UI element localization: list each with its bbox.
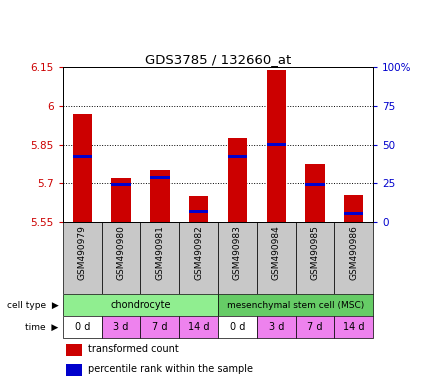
Text: 14 d: 14 d [343,322,365,332]
Bar [344,212,363,215]
Text: 3 d: 3 d [269,322,284,332]
Bar [73,114,92,222]
Bar [66,364,82,376]
Bar [266,143,286,146]
Bar [228,155,247,158]
FancyBboxPatch shape [63,316,102,338]
Text: GSM490979: GSM490979 [78,225,87,280]
Bar [111,183,131,186]
FancyBboxPatch shape [140,222,179,294]
FancyBboxPatch shape [102,316,140,338]
Text: 14 d: 14 d [188,322,210,332]
Text: GSM490984: GSM490984 [272,225,280,280]
FancyBboxPatch shape [179,316,218,338]
FancyBboxPatch shape [334,316,373,338]
Bar [111,178,131,222]
Bar [266,70,286,222]
Text: GSM490982: GSM490982 [194,225,203,280]
FancyBboxPatch shape [102,222,140,294]
Bar [344,195,363,222]
FancyBboxPatch shape [218,316,257,338]
Bar [305,164,325,222]
Text: mesenchymal stem cell (MSC): mesenchymal stem cell (MSC) [227,301,364,310]
FancyBboxPatch shape [295,222,334,294]
Text: cell type  ▶: cell type ▶ [7,301,59,310]
Text: GSM490983: GSM490983 [233,225,242,280]
Bar [73,155,92,158]
FancyBboxPatch shape [218,222,257,294]
Bar [189,210,208,213]
FancyBboxPatch shape [140,316,179,338]
Text: 3 d: 3 d [113,322,129,332]
Title: GDS3785 / 132660_at: GDS3785 / 132660_at [145,53,291,66]
FancyBboxPatch shape [218,294,373,316]
FancyBboxPatch shape [334,222,373,294]
Text: percentile rank within the sample: percentile rank within the sample [88,364,253,374]
Bar [189,196,208,222]
FancyBboxPatch shape [179,222,218,294]
Text: time  ▶: time ▶ [26,323,59,332]
Text: GSM490980: GSM490980 [116,225,125,280]
Bar [305,183,325,186]
Bar [150,175,170,179]
Text: chondrocyte: chondrocyte [110,300,171,310]
Bar [66,344,82,356]
FancyBboxPatch shape [257,316,295,338]
Text: 7 d: 7 d [307,322,323,332]
FancyBboxPatch shape [63,294,218,316]
Bar [150,170,170,222]
Text: 7 d: 7 d [152,322,167,332]
Bar [228,138,247,222]
FancyBboxPatch shape [63,222,102,294]
FancyBboxPatch shape [295,316,334,338]
Text: transformed count: transformed count [88,344,178,354]
Text: GSM490981: GSM490981 [156,225,164,280]
FancyBboxPatch shape [257,222,295,294]
Text: GSM490986: GSM490986 [349,225,358,280]
Text: 0 d: 0 d [75,322,90,332]
Text: 0 d: 0 d [230,322,245,332]
Text: GSM490985: GSM490985 [311,225,320,280]
